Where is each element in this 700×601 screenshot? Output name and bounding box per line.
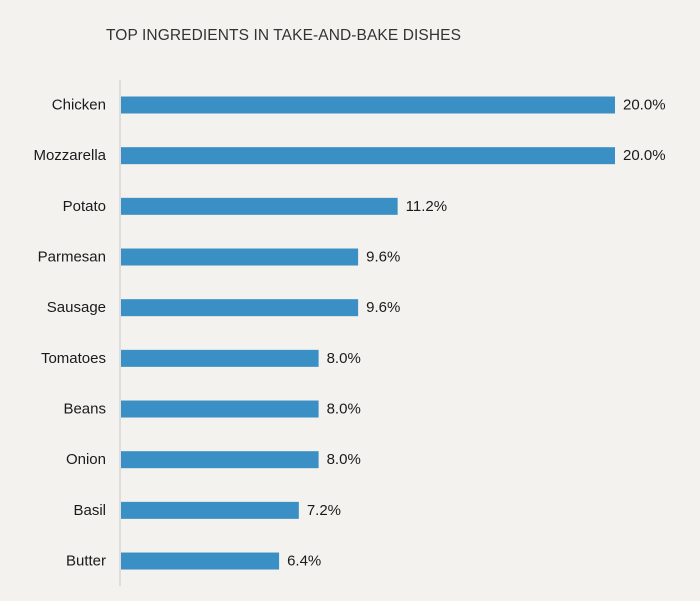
bars-group: Chicken 20.0% Mozzarella 20.0% Potato 11.2% Pa… (33, 96, 666, 570)
category-label: Basil (73, 502, 106, 519)
value-label: 20.0% (623, 147, 666, 164)
value-label: 9.6% (366, 249, 400, 266)
bar (121, 147, 615, 165)
bar (121, 197, 398, 215)
bar (121, 248, 359, 266)
bar (121, 299, 359, 317)
bar (121, 349, 319, 367)
category-label: Beans (63, 401, 106, 418)
value-label: 8.0% (327, 401, 361, 418)
value-label: 8.0% (327, 350, 361, 367)
bar (121, 96, 615, 114)
value-label: 8.0% (327, 451, 361, 468)
value-label: 20.0% (623, 97, 666, 114)
category-label: Sausage (47, 299, 106, 316)
bar (121, 400, 319, 418)
value-label: 11.2% (406, 198, 447, 215)
bar (121, 552, 280, 570)
value-label: 6.4% (287, 553, 321, 570)
category-label: Mozzarella (33, 147, 106, 164)
value-label: 7.2% (307, 502, 341, 519)
category-label: Chicken (52, 97, 106, 114)
category-label: Parmesan (38, 249, 106, 266)
chart-title: TOP INGREDIENTS IN TAKE-AND-BAKE DISHES (106, 27, 462, 44)
category-label: Potato (63, 198, 106, 215)
bar (121, 451, 319, 469)
bar (121, 501, 299, 519)
category-label: Tomatoes (41, 350, 106, 367)
category-label: Onion (66, 451, 106, 468)
value-label: 9.6% (366, 299, 400, 316)
category-label: Butter (66, 553, 106, 570)
